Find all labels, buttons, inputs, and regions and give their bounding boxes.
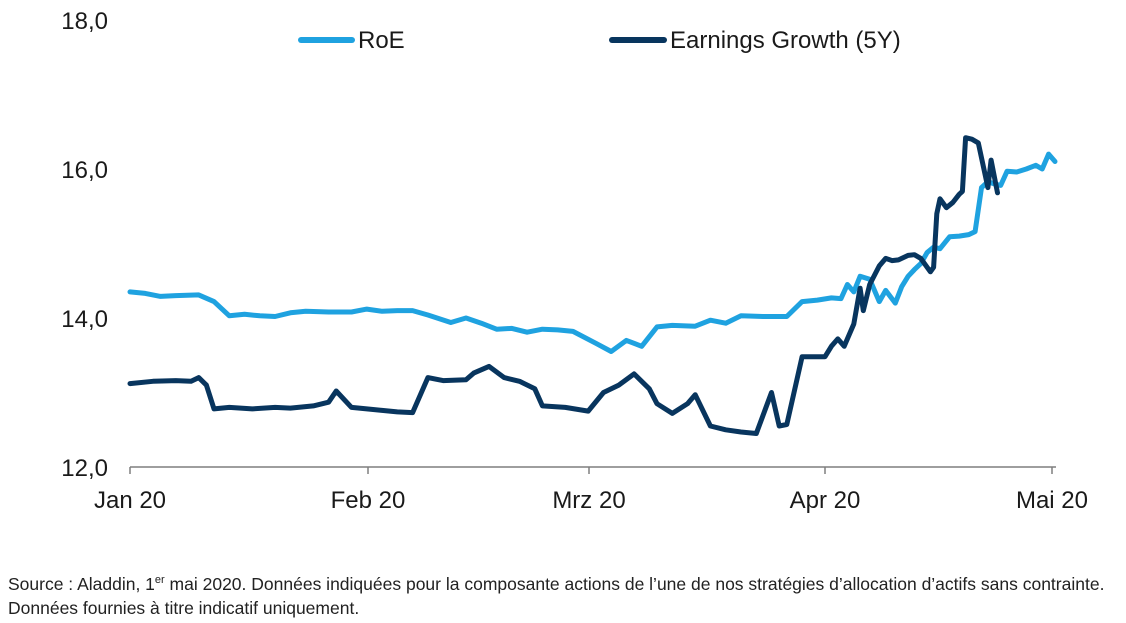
legend-label-earnings-growth: Earnings Growth (5Y): [670, 27, 901, 54]
footnote-text-end: mai 2020. Données indiquées pour la comp…: [8, 574, 1105, 618]
x-axis: Jan 20 Feb 20 Mrz 20 Apr 20 Mai 20: [94, 466, 1088, 514]
legend-entry-earnings-growth: Earnings Growth (5Y): [609, 27, 901, 54]
x-tick-label-apr: Apr 20: [790, 487, 861, 514]
series-line-roe: [127, 151, 1058, 354]
y-tick-label-14: 14,0: [61, 306, 108, 333]
chart-legend: RoE Earnings Growth (5Y): [298, 27, 901, 54]
legend-entry-roe: RoE: [298, 27, 405, 54]
y-tick-label-18: 18,0: [61, 8, 108, 35]
x-tick-label-jan: Jan 20: [94, 487, 166, 514]
line-chart: RoE Earnings Growth (5Y) 18,0 16,0 14,0 …: [61, 8, 1088, 514]
series-line-earnings-growth: [127, 135, 1000, 436]
x-tick-label-mrz: Mrz 20: [552, 487, 625, 514]
x-tick-label-feb: Feb 20: [331, 487, 406, 514]
series-layer: [127, 135, 1058, 436]
x-tick-label-mai: Mai 20: [1016, 487, 1088, 514]
y-axis: 18,0 16,0 14,0 12,0: [61, 8, 108, 482]
legend-label-roe: RoE: [358, 27, 405, 54]
footnote-superscript: er: [154, 574, 165, 587]
y-tick-label-12: 12,0: [61, 455, 108, 482]
source-footnote: Source : Aladdin, 1er mai 2020. Données …: [8, 572, 1118, 620]
footnote-text-start: Source : Aladdin, 1: [8, 574, 155, 594]
y-tick-label-16: 16,0: [61, 157, 108, 184]
